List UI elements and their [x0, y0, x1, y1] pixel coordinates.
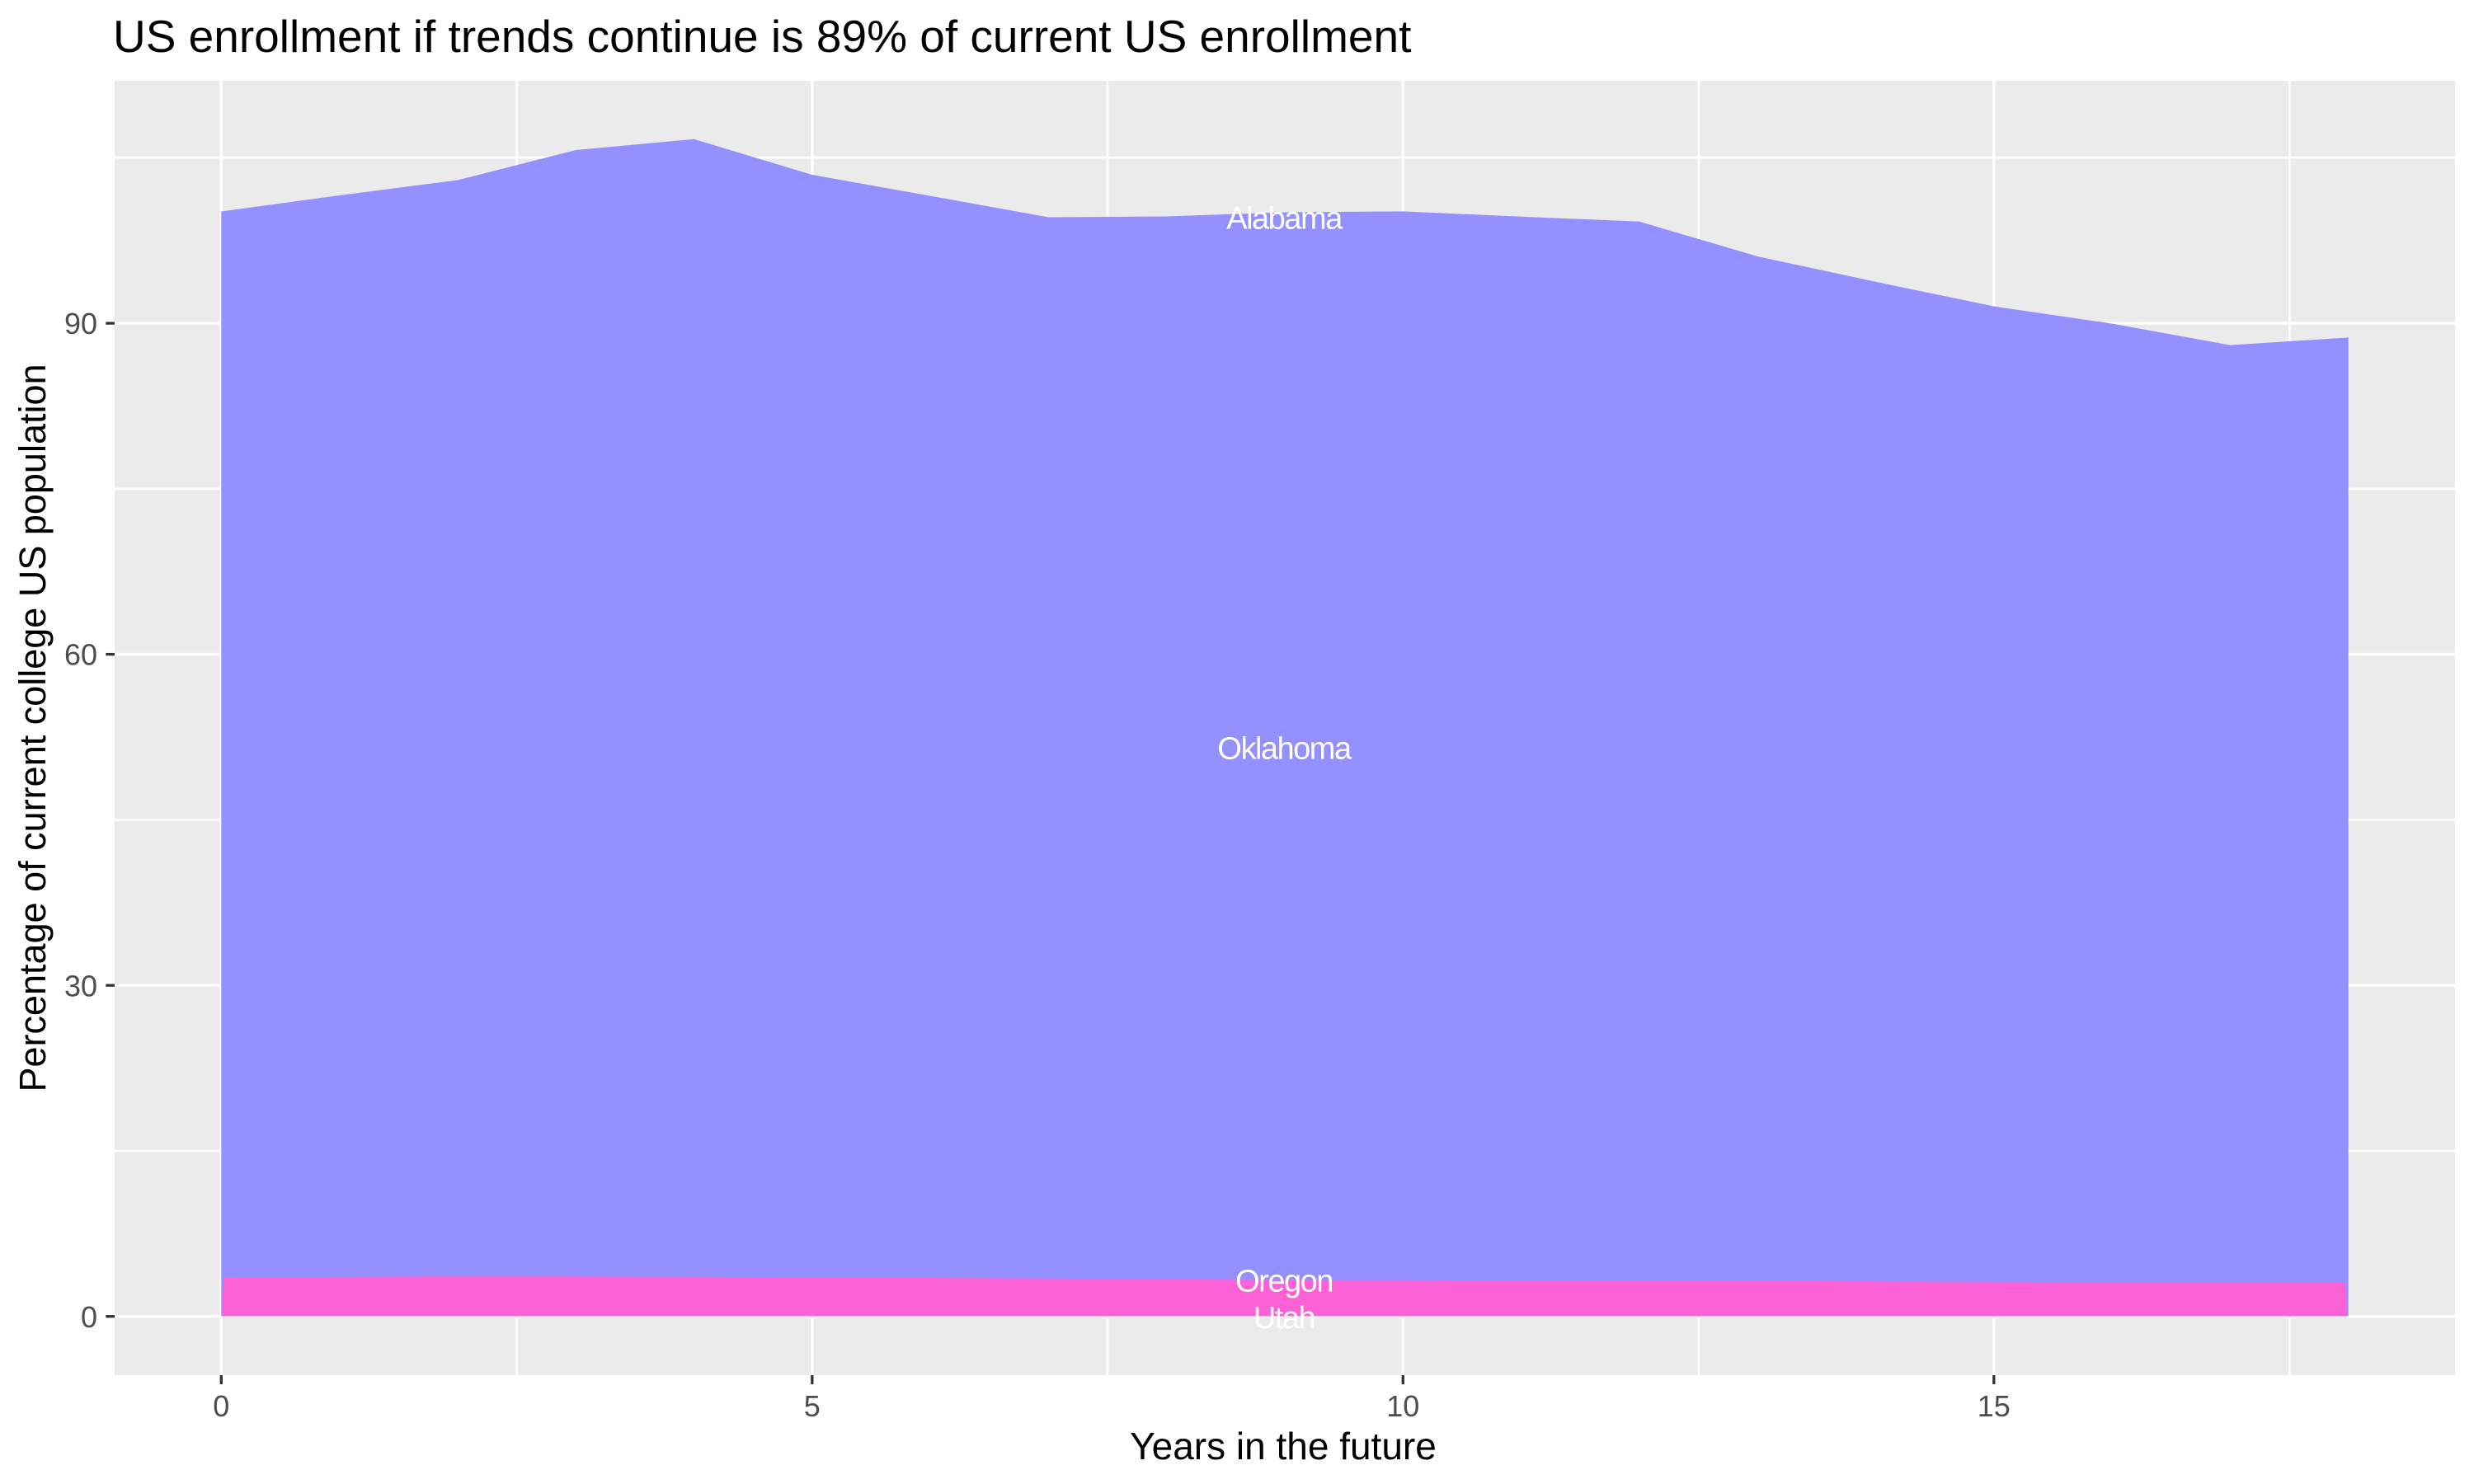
- svg-text:30: 30: [64, 969, 97, 1003]
- svg-text:Percentage of current college: Percentage of current college US populat…: [12, 364, 54, 1092]
- svg-text:0: 0: [81, 1300, 97, 1334]
- svg-text:5: 5: [804, 1389, 821, 1423]
- svg-text:Utah: Utah: [1253, 1301, 1315, 1336]
- svg-text:Years in the future: Years in the future: [1130, 1425, 1437, 1468]
- svg-text:15: 15: [1978, 1389, 2011, 1423]
- svg-text:60: 60: [64, 638, 97, 672]
- svg-text:10: 10: [1386, 1389, 1419, 1423]
- svg-text:90: 90: [64, 307, 97, 340]
- svg-text:Oklahoma: Oklahoma: [1217, 732, 1352, 767]
- svg-text:Oregon: Oregon: [1235, 1265, 1333, 1299]
- svg-text:Alabama: Alabama: [1226, 202, 1343, 237]
- svg-text:0: 0: [213, 1389, 229, 1423]
- svg-text:US enrollment if trends contin: US enrollment if trends continue is 89% …: [113, 11, 1411, 62]
